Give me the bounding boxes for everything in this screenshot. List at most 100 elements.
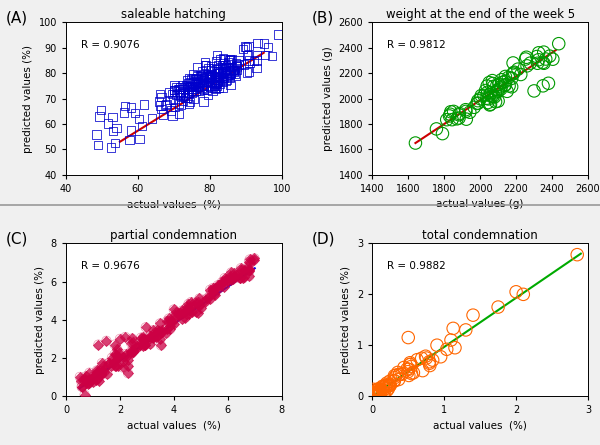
Point: [484, 79, 494, 86]
Point: [126, 339, 136, 346]
Point: [212, 65, 222, 73]
Point: [101, 337, 111, 344]
Point: [161, 101, 171, 108]
Point: [250, 57, 259, 65]
Point: [110, 357, 119, 364]
Point: [100, 368, 109, 376]
Point: [214, 73, 223, 81]
Point: [214, 74, 224, 81]
Point: [481, 87, 490, 94]
Point: [534, 56, 544, 63]
Point: [233, 61, 243, 69]
Point: [110, 341, 119, 348]
Point: [94, 377, 103, 384]
Text: (A): (A): [5, 10, 28, 25]
Point: [186, 299, 196, 306]
Point: [213, 70, 223, 77]
Point: [191, 300, 201, 307]
Point: [148, 334, 158, 341]
Point: [375, 388, 385, 396]
Text: R = 0.9812: R = 0.9812: [388, 40, 446, 50]
Point: [94, 371, 104, 378]
Point: [170, 312, 180, 319]
Point: [422, 355, 431, 362]
Point: [217, 72, 227, 79]
Point: [213, 78, 223, 85]
Point: [115, 335, 125, 342]
Point: [156, 342, 166, 349]
Point: [244, 273, 254, 280]
Point: [226, 55, 235, 62]
Point: [178, 92, 188, 99]
Point: [442, 346, 452, 353]
Point: [182, 82, 192, 89]
Point: [136, 334, 146, 341]
Point: [183, 83, 193, 90]
Point: [157, 93, 166, 101]
Point: [381, 383, 391, 390]
Point: [539, 49, 548, 56]
Point: [205, 295, 215, 303]
Point: [468, 312, 478, 319]
Point: [554, 40, 563, 47]
Point: [208, 73, 217, 80]
Point: [226, 272, 235, 279]
Point: [236, 265, 245, 272]
Point: [98, 363, 107, 370]
Title: saleable hatching: saleable hatching: [121, 8, 226, 21]
Point: [218, 73, 227, 80]
Point: [220, 66, 229, 73]
Point: [502, 88, 512, 95]
Point: [251, 64, 261, 71]
Point: [500, 73, 510, 80]
Point: [472, 100, 482, 107]
Point: [115, 335, 125, 342]
Point: [199, 77, 209, 84]
Point: [220, 275, 229, 282]
Point: [496, 85, 506, 93]
Point: [461, 326, 470, 333]
Point: [175, 85, 184, 93]
Point: [375, 386, 385, 393]
Point: [185, 98, 194, 105]
Point: [200, 298, 210, 305]
Point: [220, 275, 229, 282]
Point: [96, 369, 106, 376]
Point: [232, 271, 242, 279]
Point: [482, 95, 491, 102]
Point: [112, 362, 121, 369]
Point: [302, 14, 311, 21]
Point: [77, 383, 86, 390]
Point: [207, 62, 217, 69]
Point: [385, 380, 394, 388]
Point: [526, 60, 535, 67]
Point: [154, 328, 163, 335]
Point: [166, 326, 175, 333]
Point: [170, 82, 179, 89]
Point: [85, 369, 94, 376]
Point: [174, 100, 184, 107]
Point: [120, 102, 130, 109]
Point: [236, 275, 245, 282]
Point: [181, 307, 191, 314]
Point: [173, 85, 183, 93]
Point: [486, 89, 496, 97]
Point: [98, 363, 107, 370]
Point: [242, 69, 251, 76]
Point: [164, 315, 173, 322]
Point: [193, 80, 203, 87]
Point: [209, 68, 219, 75]
Point: [226, 69, 235, 77]
Point: [151, 329, 161, 336]
Point: [107, 354, 116, 361]
Point: [175, 88, 185, 95]
Point: [392, 372, 401, 379]
Point: [485, 91, 495, 98]
Point: [193, 76, 203, 83]
Point: [209, 84, 219, 91]
Point: [219, 277, 229, 284]
Point: [378, 387, 388, 394]
Point: [370, 389, 379, 396]
Point: [187, 308, 196, 315]
Point: [143, 336, 153, 343]
